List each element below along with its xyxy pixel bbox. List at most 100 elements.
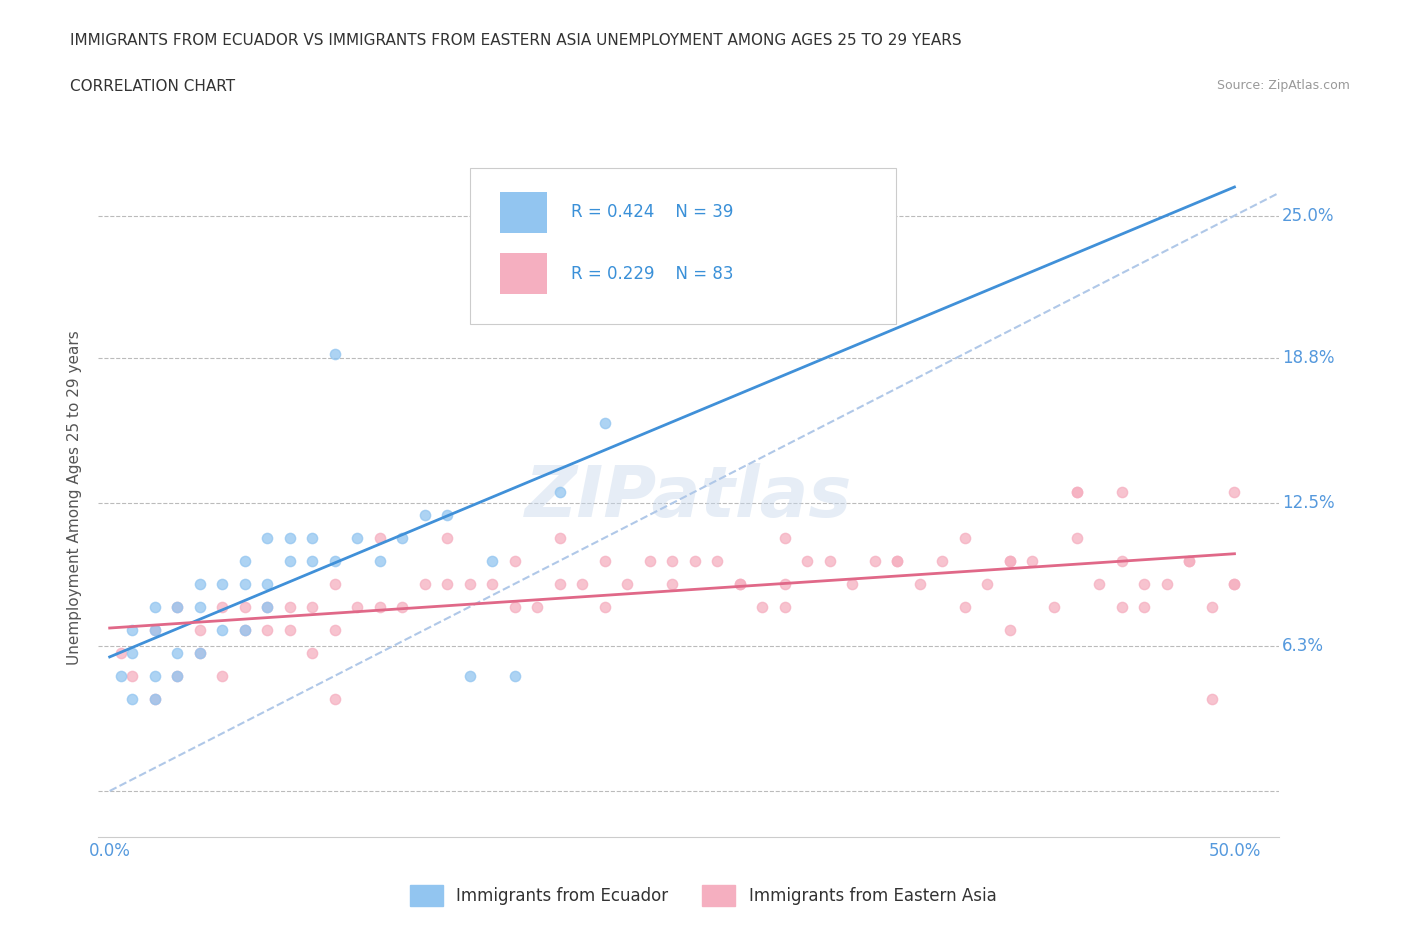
Point: [1111, 553, 1133, 568]
Point: [593, 553, 616, 568]
Point: [323, 553, 346, 568]
Point: [346, 530, 368, 545]
Text: Source: ZipAtlas.com: Source: ZipAtlas.com: [1216, 79, 1350, 92]
Point: [593, 416, 616, 431]
Point: [706, 553, 728, 568]
Point: [503, 553, 526, 568]
Point: [1201, 692, 1223, 707]
Point: [953, 600, 976, 615]
Point: [323, 622, 346, 637]
Point: [233, 600, 256, 615]
Point: [638, 553, 661, 568]
Point: [728, 577, 751, 591]
Point: [1021, 553, 1043, 568]
Point: [998, 622, 1021, 637]
Point: [458, 577, 481, 591]
Point: [998, 553, 1021, 568]
Point: [143, 600, 166, 615]
Point: [593, 277, 616, 292]
Point: [233, 622, 256, 637]
Point: [110, 645, 132, 660]
Point: [323, 692, 346, 707]
Point: [503, 669, 526, 684]
Point: [526, 600, 548, 615]
Point: [503, 600, 526, 615]
Point: [278, 553, 301, 568]
Point: [571, 577, 593, 591]
Point: [188, 600, 211, 615]
Point: [166, 645, 188, 660]
Point: [278, 622, 301, 637]
Point: [301, 600, 323, 615]
Point: [256, 600, 278, 615]
Point: [143, 692, 166, 707]
Point: [908, 577, 931, 591]
Point: [143, 669, 166, 684]
Point: [841, 577, 863, 591]
Point: [323, 577, 346, 591]
Point: [481, 577, 503, 591]
Text: CORRELATION CHART: CORRELATION CHART: [70, 79, 235, 94]
Point: [1201, 600, 1223, 615]
Point: [256, 530, 278, 545]
Point: [998, 553, 1021, 568]
Point: [548, 485, 571, 499]
Point: [1223, 485, 1246, 499]
Point: [166, 600, 188, 615]
Point: [391, 530, 413, 545]
Point: [256, 622, 278, 637]
Point: [391, 600, 413, 615]
Point: [1223, 577, 1246, 591]
Point: [143, 622, 166, 637]
Point: [1133, 600, 1156, 615]
Text: ZIPatlas: ZIPatlas: [526, 463, 852, 532]
Point: [301, 530, 323, 545]
Y-axis label: Unemployment Among Ages 25 to 29 years: Unemployment Among Ages 25 to 29 years: [67, 330, 83, 665]
Point: [143, 622, 166, 637]
Point: [1066, 485, 1088, 499]
Text: IMMIGRANTS FROM ECUADOR VS IMMIGRANTS FROM EASTERN ASIA UNEMPLOYMENT AMONG AGES : IMMIGRANTS FROM ECUADOR VS IMMIGRANTS FR…: [70, 33, 962, 47]
Point: [773, 577, 796, 591]
Point: [1178, 553, 1201, 568]
Point: [436, 577, 458, 591]
Point: [413, 577, 436, 591]
Legend: Immigrants from Ecuador, Immigrants from Eastern Asia: Immigrants from Ecuador, Immigrants from…: [404, 879, 1002, 912]
Point: [436, 508, 458, 523]
Point: [188, 622, 211, 637]
Point: [188, 645, 211, 660]
Point: [413, 508, 436, 523]
Point: [278, 600, 301, 615]
Point: [233, 553, 256, 568]
Point: [661, 577, 683, 591]
Point: [548, 577, 571, 591]
Point: [166, 600, 188, 615]
Point: [188, 645, 211, 660]
Text: R = 0.424    N = 39: R = 0.424 N = 39: [571, 204, 733, 221]
Point: [1088, 577, 1111, 591]
Point: [301, 553, 323, 568]
Point: [233, 577, 256, 591]
Point: [323, 346, 346, 361]
Point: [121, 645, 143, 660]
Point: [1111, 600, 1133, 615]
Point: [301, 645, 323, 660]
Text: 6.3%: 6.3%: [1282, 637, 1324, 655]
Point: [886, 553, 908, 568]
Point: [368, 530, 391, 545]
Point: [256, 577, 278, 591]
Point: [683, 553, 706, 568]
Point: [110, 669, 132, 684]
Point: [256, 600, 278, 615]
Point: [796, 553, 818, 568]
Point: [661, 553, 683, 568]
Point: [1066, 485, 1088, 499]
Point: [166, 669, 188, 684]
Point: [1156, 577, 1178, 591]
Point: [1043, 600, 1066, 615]
Point: [1178, 553, 1201, 568]
Point: [773, 530, 796, 545]
Point: [121, 669, 143, 684]
Point: [211, 600, 233, 615]
Point: [593, 600, 616, 615]
Point: [976, 577, 998, 591]
